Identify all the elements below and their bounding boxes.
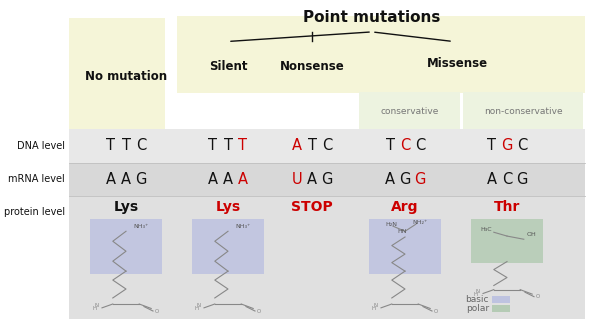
Text: Lys: Lys [113,200,139,214]
Text: Point mutations: Point mutations [304,10,440,25]
Bar [369,219,441,274]
Bar [90,219,162,274]
Text: Lys: Lys [215,200,241,214]
Text: T: T [209,138,218,153]
Text: STOP: STOP [291,200,333,214]
Text: T: T [386,138,395,153]
Text: basic: basic [466,295,489,304]
Text: NH₂⁺: NH₂⁺ [412,220,428,225]
Text: polar: polar [466,304,489,313]
Text: A: A [487,172,497,187]
Bar [69,129,585,163]
Text: Arg: Arg [391,200,419,214]
Text: T: T [121,138,131,153]
Text: G: G [400,172,410,187]
Text: N: N [196,303,200,308]
Text: H: H [93,306,97,311]
Text: T: T [238,138,247,153]
Text: G: G [517,172,527,187]
Text: A: A [223,172,233,187]
Text: HN: HN [397,229,407,234]
Text: NH₃⁺: NH₃⁺ [235,224,250,229]
Bar [69,163,585,196]
Text: H: H [372,306,376,311]
Text: non-conservative: non-conservative [484,107,563,116]
Bar [471,219,543,263]
Text: G: G [136,172,146,187]
Text: G: G [322,172,332,187]
Bar [177,16,585,93]
Bar [192,219,264,274]
Text: A: A [238,172,248,187]
Text: N: N [94,303,98,308]
Text: T: T [107,138,115,153]
Text: N: N [475,289,479,294]
Text: conservative: conservative [380,107,439,116]
Bar [69,18,165,129]
Text: H: H [474,292,478,297]
Text: U: U [292,172,302,187]
Text: O: O [434,308,439,314]
Text: A: A [292,138,302,153]
Text: O: O [536,294,541,299]
Text: A: A [121,172,131,187]
Text: NH₃⁺: NH₃⁺ [133,224,148,229]
Text: C: C [322,138,332,153]
Text: T: T [308,138,317,153]
Bar [492,305,510,312]
Text: C: C [415,138,425,153]
Text: C: C [502,172,512,187]
Text: C: C [400,138,410,153]
Text: G: G [415,172,425,187]
Text: Missense: Missense [427,57,488,70]
Text: A: A [106,172,116,187]
Text: H₃C: H₃C [480,227,492,232]
Text: Silent: Silent [209,61,247,73]
Text: H₂N: H₂N [386,222,398,227]
Bar [359,92,460,129]
Text: A: A [208,172,218,187]
Text: H: H [195,306,199,311]
Text: C: C [517,138,527,153]
Text: DNA level: DNA level [17,141,65,151]
Text: O: O [155,308,160,314]
Text: A: A [385,172,395,187]
Text: mRNA level: mRNA level [8,174,65,184]
Bar [69,196,585,319]
Text: T: T [487,138,497,153]
Text: OH: OH [526,232,536,237]
Text: G: G [502,138,512,153]
Text: T: T [223,138,233,153]
Text: A: A [307,172,317,187]
Text: C: C [136,138,146,153]
Text: O: O [257,308,262,314]
Bar [463,92,583,129]
Text: No mutation: No mutation [85,70,167,83]
Text: Thr: Thr [494,200,520,214]
Text: Nonsense: Nonsense [280,61,344,73]
Text: N: N [373,303,377,308]
Text: protein level: protein level [4,207,65,217]
Bar [492,296,510,303]
